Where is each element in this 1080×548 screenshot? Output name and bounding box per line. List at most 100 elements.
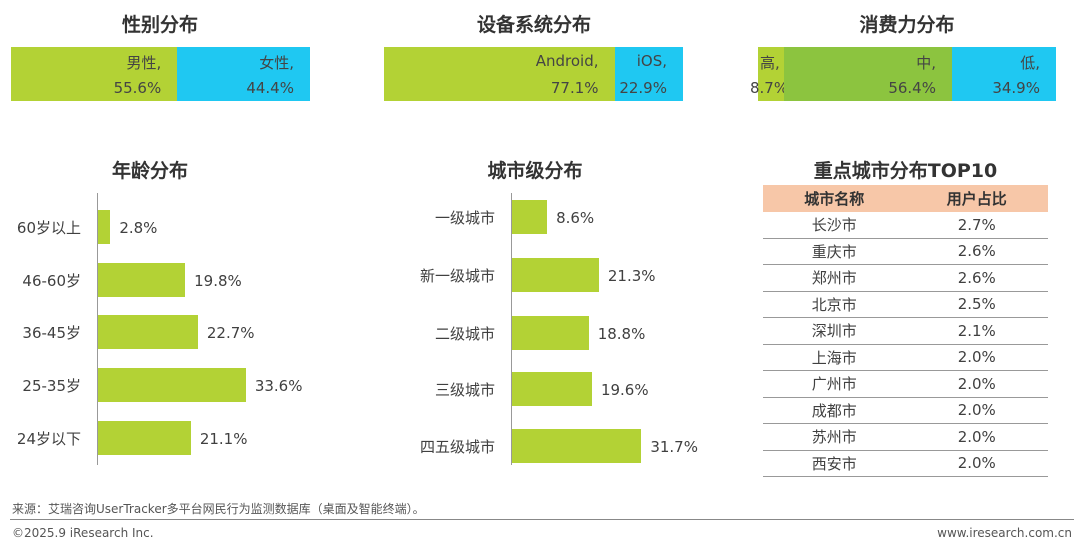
user-share-cell: 2.0%: [905, 423, 1048, 451]
stacked-segment: Android, 77.1%: [384, 47, 615, 101]
segment-name: 女性,: [259, 54, 294, 72]
segment-name: 低,: [1020, 54, 1040, 72]
table-row: 上海市 2.0%: [763, 344, 1048, 371]
city-name-cell: 北京市: [763, 291, 906, 318]
data-label: 18.8%: [597, 325, 646, 343]
stacked-segment: iOS, 22.9%: [614, 47, 683, 101]
segment-name: 男性,: [126, 54, 162, 72]
stacked-bar: Android, 77.1% iOS, 22.9%: [384, 47, 683, 101]
segment-name: 高,: [760, 54, 780, 72]
stacked-segment: 高, 8.7%: [750, 47, 788, 101]
data-label: 22.7%: [206, 324, 255, 342]
bar-chart-title: 城市级分布: [487, 160, 583, 182]
table-header: 城市名称 用户占比: [763, 185, 1048, 212]
segment-value: 77.1%: [550, 79, 599, 97]
bar: [512, 258, 599, 292]
user-share-cell: 2.1%: [905, 317, 1048, 345]
segment-value: 8.7%: [750, 79, 789, 97]
city-name-cell: 苏州市: [763, 423, 906, 451]
category-label: 36-45岁: [22, 324, 81, 342]
data-label: 2.8%: [119, 219, 158, 237]
segment-name: iOS,: [636, 52, 667, 70]
stacked-chart-title: 消费力分布: [859, 14, 955, 36]
segment-value: 22.9%: [619, 79, 667, 97]
website-link[interactable]: www.iresearch.com.cn: [937, 526, 1072, 540]
bar-chart-title: 年龄分布: [111, 160, 188, 182]
category-label: 25-35岁: [22, 377, 81, 395]
table-row: 广州市 2.0%: [763, 370, 1048, 398]
column-header: 用户占比: [905, 185, 1048, 212]
data-label: 19.8%: [194, 272, 242, 290]
data-label: 33.6%: [254, 377, 303, 395]
category-label: 一级城市: [434, 209, 495, 227]
city-name-cell: 广州市: [763, 370, 906, 398]
data-label: 19.6%: [600, 381, 649, 399]
table-row: 重庆市 2.6%: [763, 238, 1048, 265]
category-label: 新一级城市: [419, 267, 495, 285]
bar: [512, 429, 642, 463]
bar: [98, 263, 186, 297]
data-label: 21.3%: [607, 267, 656, 285]
stacked-segment: 女性, 44.4%: [177, 47, 310, 101]
footer-divider: [10, 519, 1074, 520]
bar: [98, 368, 246, 402]
table-row: 郑州市 2.6%: [763, 264, 1048, 292]
user-share-cell: 2.7%: [905, 212, 1048, 239]
table-row: 西安市 2.0%: [763, 450, 1048, 477]
user-share-cell: 2.0%: [905, 370, 1048, 398]
table-title: 重点城市分布TOP10: [813, 160, 998, 182]
table-row: 苏州市 2.0%: [763, 423, 1048, 451]
data-label: 21.1%: [199, 430, 248, 448]
category-label: 三级城市: [434, 381, 495, 399]
segment-value: 34.9%: [992, 79, 1040, 97]
city-name-cell: 深圳市: [763, 317, 906, 345]
stacked-bar: 男性, 55.6% 女性, 44.4%: [11, 47, 310, 101]
segment-name: 中,: [916, 54, 936, 72]
category-label: 二级城市: [434, 325, 495, 343]
y-axis: [511, 193, 512, 465]
user-share-cell: 2.0%: [905, 397, 1048, 424]
bar: [512, 372, 592, 406]
city-name-cell: 长沙市: [763, 212, 906, 239]
stacked-segment: 中, 56.4%: [783, 47, 952, 101]
city-name-cell: 重庆市: [763, 238, 906, 265]
user-share-cell: 2.0%: [905, 450, 1048, 477]
segment-value: 44.4%: [246, 79, 294, 97]
table-row: 长沙市 2.7%: [763, 212, 1048, 239]
city-table: 城市名称 用户占比 长沙市 2.7% 重庆市 2.6% 郑州市 2.6% 北京市 2.5% 深圳市 2…: [763, 185, 1048, 477]
y-axis: [97, 193, 98, 465]
city-name-cell: 上海市: [763, 344, 906, 371]
stacked-segment: 低, 34.9%: [951, 47, 1056, 101]
city-name-cell: 郑州市: [763, 264, 906, 292]
bar: [98, 421, 191, 455]
column-header: 城市名称: [763, 185, 906, 212]
data-label: 8.6%: [556, 209, 595, 227]
category-label: 24岁以下: [16, 430, 81, 448]
user-share-cell: 2.0%: [905, 344, 1048, 371]
bar: [98, 315, 198, 349]
data-label: 31.7%: [650, 438, 698, 456]
category-label: 60岁以上: [16, 219, 81, 237]
table-row: 北京市 2.5%: [763, 291, 1048, 318]
segment-value: 55.6%: [113, 79, 162, 97]
user-share-cell: 2.6%: [905, 238, 1048, 265]
category-label: 46-60岁: [22, 272, 81, 290]
bar: [98, 210, 111, 244]
category-label: 四五级城市: [419, 438, 495, 456]
stacked-bar: 高, 8.7% 中, 56.4% 低, 34.9%: [750, 47, 1056, 101]
copyright: ©2025.9 iResearch Inc.: [12, 526, 154, 540]
city-name-cell: 成都市: [763, 397, 906, 424]
table-row: 成都市 2.0%: [763, 397, 1048, 424]
user-share-cell: 2.6%: [905, 264, 1048, 292]
bar: [512, 200, 548, 234]
table-row: 深圳市 2.1%: [763, 317, 1048, 345]
bar: [512, 316, 589, 350]
user-share-cell: 2.5%: [905, 291, 1048, 318]
city-name-cell: 西安市: [763, 450, 906, 477]
segment-value: 56.4%: [888, 79, 936, 97]
stacked-chart-title: 设备系统分布: [476, 14, 591, 36]
stacked-chart-title: 性别分布: [121, 14, 198, 36]
source-note: 来源：艾瑞咨询UserTracker多平台网民行为监测数据库（桌面及智能终端）。: [12, 502, 425, 516]
segment-name: Android,: [535, 52, 599, 70]
stacked-segment: 男性, 55.6%: [11, 47, 178, 101]
